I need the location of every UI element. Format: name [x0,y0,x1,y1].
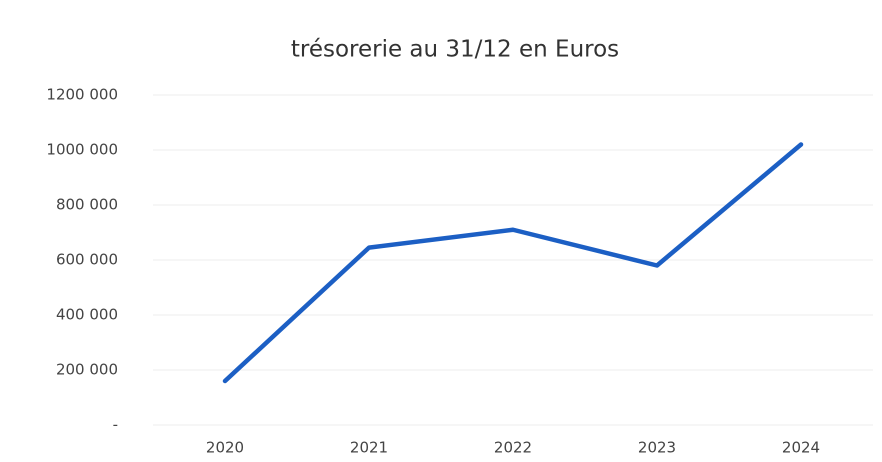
x-tick-label: 2021 [350,439,388,457]
y-tick-label: 200 000 [56,361,118,379]
y-tick-label: 800 000 [56,196,118,214]
data-line [222,142,804,384]
x-tick-label: 2022 [494,439,532,457]
x-tick-label: 2020 [206,439,244,457]
y-tick-label: 1000 000 [46,141,118,159]
y-tick-label: 600 000 [56,251,118,269]
y-tick-label: - [113,416,118,434]
chart-title: trésorerie au 31/12 en Euros [291,37,619,63]
x-tick-label: 2024 [782,439,820,457]
y-tick-label: 1200 000 [46,86,118,104]
x-tick-label: 2023 [638,439,676,457]
y-tick-label: 400 000 [56,306,118,324]
